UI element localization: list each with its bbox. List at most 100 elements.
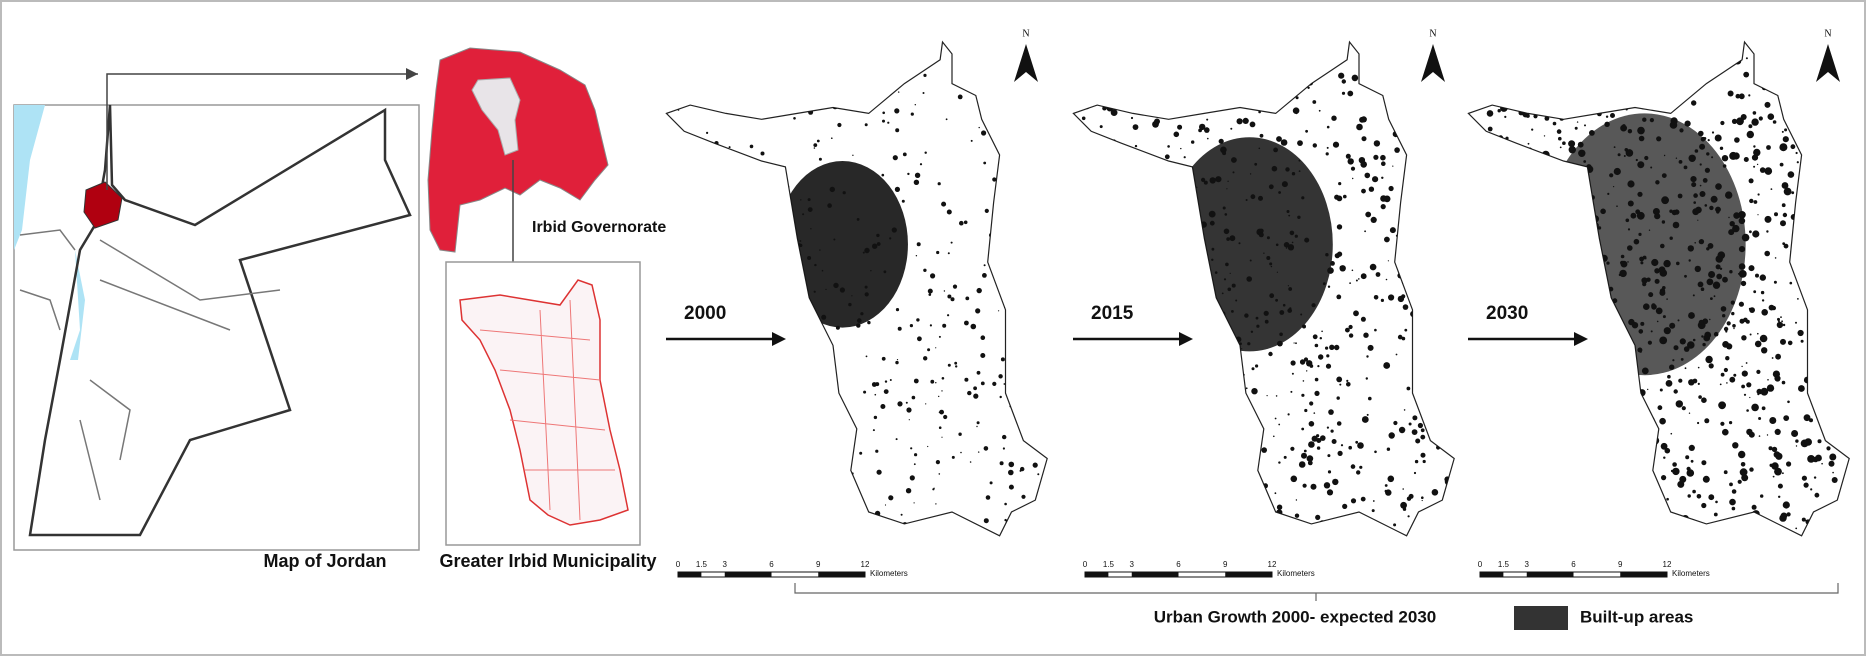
built-up-patch	[1273, 435, 1275, 438]
built-up-patch	[1287, 285, 1289, 287]
built-up-patch	[1814, 492, 1820, 498]
built-up-patch	[1287, 244, 1295, 251]
built-up-patch	[1576, 121, 1579, 123]
built-up-patch	[1782, 242, 1786, 246]
built-up-patch	[1331, 439, 1337, 444]
built-up-patch	[1346, 382, 1351, 387]
built-up-patch	[1670, 117, 1678, 125]
built-up-patch	[802, 213, 805, 216]
built-up-patch	[856, 218, 860, 221]
built-up-patch	[1675, 400, 1683, 408]
built-up-patch	[1691, 100, 1697, 106]
built-up-patch	[862, 251, 865, 254]
built-up-patch	[1708, 363, 1714, 369]
built-up-patch	[1706, 247, 1710, 251]
built-up-patch	[1239, 342, 1242, 346]
built-up-patch	[1741, 365, 1743, 368]
built-up-patch	[1785, 503, 1787, 505]
built-up-patch	[1221, 292, 1224, 295]
built-up-patch	[1343, 194, 1347, 199]
built-up-patch	[1374, 450, 1377, 454]
built-up-patch	[1766, 145, 1771, 150]
built-up-patch	[1738, 217, 1746, 225]
built-up-patch	[1715, 500, 1718, 504]
built-up-patch	[1266, 256, 1271, 260]
built-up-patch	[1764, 250, 1770, 257]
built-up-patch	[1669, 236, 1673, 240]
built-up-patch	[1677, 193, 1683, 199]
built-up-patch	[1314, 390, 1320, 396]
built-up-patch	[967, 390, 972, 396]
built-up-patch	[1723, 326, 1729, 332]
built-up-patch	[1218, 138, 1224, 144]
built-up-patch	[1201, 177, 1206, 182]
built-up-patch	[1746, 382, 1752, 388]
built-up-patch	[1336, 396, 1340, 400]
scale-segment	[1085, 572, 1109, 577]
scale-segment	[1131, 572, 1179, 577]
built-up-patch	[1641, 277, 1648, 284]
built-up-patch	[1421, 496, 1424, 500]
built-up-patch	[1544, 116, 1550, 121]
built-up-patch	[1589, 130, 1595, 136]
built-up-patch	[1649, 118, 1654, 123]
built-up-patch	[1698, 239, 1705, 245]
built-up-patch	[1384, 489, 1388, 493]
built-up-patch	[909, 475, 915, 481]
scale-segment	[724, 572, 772, 577]
built-up-patch	[1319, 337, 1322, 340]
built-up-patch	[1102, 106, 1107, 111]
built-up-patch	[1355, 279, 1358, 282]
built-up-patch	[957, 94, 963, 100]
built-up-patch	[837, 122, 842, 128]
built-up-patch	[910, 447, 913, 450]
built-up-patch	[1702, 178, 1708, 183]
built-up-patch	[1361, 188, 1366, 194]
built-up-patch	[1732, 324, 1736, 328]
built-up-patch	[1375, 272, 1381, 277]
built-up-patch	[1772, 475, 1775, 478]
built-up-patch	[1223, 278, 1227, 281]
built-up-patch	[1249, 173, 1252, 175]
built-up-patch	[1730, 300, 1735, 305]
built-up-patch	[1617, 153, 1621, 157]
scale-label: 1.5	[696, 560, 708, 569]
built-up-patch	[1734, 137, 1740, 143]
built-up-patch	[1678, 160, 1683, 164]
built-up-patch	[1625, 218, 1630, 223]
built-up-patch	[1250, 330, 1254, 333]
built-up-patch	[887, 121, 890, 124]
built-up-patch	[960, 451, 962, 454]
built-up-patch	[1753, 200, 1758, 204]
built-up-patch	[1828, 460, 1835, 467]
built-up-patch	[1214, 271, 1218, 274]
municipality-map	[445, 261, 641, 546]
built-up-patch	[1386, 447, 1391, 451]
built-up-patch	[1661, 196, 1669, 205]
built-up-patch	[1384, 236, 1390, 243]
built-up-patch	[1813, 476, 1817, 479]
built-up-patch	[1263, 252, 1265, 254]
built-up-patch	[1760, 290, 1765, 295]
built-up-patch	[876, 233, 880, 238]
built-up-patch	[927, 445, 929, 448]
built-up-patch	[1326, 426, 1329, 429]
built-up-patch	[1800, 339, 1804, 343]
built-up-patch	[1748, 124, 1753, 129]
built-up-patch	[865, 355, 868, 358]
built-up-patch	[1651, 303, 1656, 308]
built-up-patch	[1270, 265, 1273, 268]
built-up-patch	[964, 377, 969, 382]
built-up-patch	[1420, 452, 1426, 458]
built-up-patch	[1780, 512, 1788, 520]
built-up-patch	[1658, 266, 1666, 274]
scale-label: 0	[1083, 560, 1088, 569]
built-up-patch	[1177, 124, 1183, 130]
built-up-patch	[1758, 435, 1761, 437]
built-up-patch	[1795, 445, 1798, 447]
built-up-patch	[864, 247, 870, 254]
built-up-patch	[1002, 447, 1005, 450]
built-up-patch	[982, 273, 987, 278]
built-up-patch	[1420, 428, 1425, 433]
